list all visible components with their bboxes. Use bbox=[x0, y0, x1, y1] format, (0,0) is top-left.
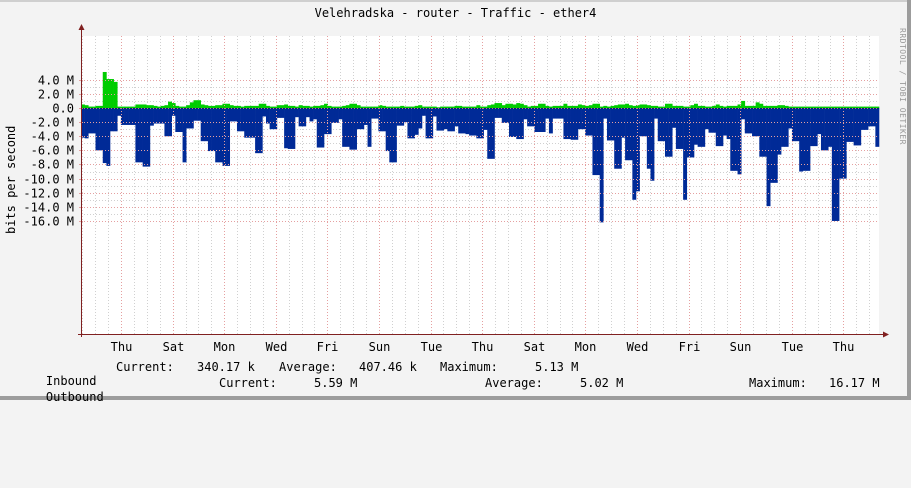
inbound-maximum-label: Maximum: bbox=[440, 360, 498, 374]
outbound-legend-entry: Outbound bbox=[17, 376, 104, 418]
y-tick-label: -14.0 M bbox=[23, 201, 74, 215]
y-tick-label: 0.0 bbox=[52, 102, 74, 116]
inbound-legend-entry: Inbound bbox=[17, 360, 97, 402]
outbound-label: Outbound bbox=[45, 390, 104, 404]
inbound-current-label: Current: bbox=[116, 360, 174, 374]
plot-area bbox=[81, 36, 879, 334]
inbound-label: Inbound bbox=[45, 374, 97, 388]
x-tick-label: Fri bbox=[679, 340, 701, 354]
rrdtool-watermark: RRDTOOL / TOBI OETIKER bbox=[898, 28, 907, 145]
legend-row-outbound: Outbound Current: 5.59 M Average: 5.02 M… bbox=[17, 376, 880, 404]
x-tick-label: Sun bbox=[730, 340, 752, 354]
x-tick-label: Tue bbox=[421, 340, 443, 354]
y-axis-arrow-icon bbox=[78, 24, 85, 30]
x-tick-label: Mon bbox=[214, 340, 236, 354]
y-tick-label: 4.0 M bbox=[38, 74, 74, 88]
y-tick-label: -10.0 M bbox=[23, 173, 74, 187]
inbound-maximum-value: 5.13 M bbox=[535, 360, 579, 374]
x-tick-label: Sat bbox=[163, 340, 185, 354]
outbound-average-label: Average: bbox=[485, 376, 543, 390]
x-tick-label: Thu bbox=[833, 340, 855, 354]
outbound-maximum-value: 16.17 M bbox=[829, 376, 880, 390]
outbound-current-value: 5.59 M bbox=[314, 376, 358, 390]
inbound-average-value: 407.46 k bbox=[359, 360, 417, 374]
inbound-current-value: 340.17 k bbox=[197, 360, 255, 374]
outbound-average-value: 5.02 M bbox=[580, 376, 624, 390]
inbound-average-label: Average: bbox=[279, 360, 337, 374]
y-tick-label: -16.0 M bbox=[23, 215, 74, 229]
outbound-maximum-label: Maximum: bbox=[749, 376, 807, 390]
x-tick-label: Mon bbox=[575, 340, 597, 354]
x-tick-label: Sun bbox=[369, 340, 391, 354]
traffic-chart: 4.0 M2.0 M0.0-2.0 M-4.0 M-6.0 M-8.0 M-10… bbox=[23, 24, 889, 354]
y-tick-label: -12.0 M bbox=[23, 187, 74, 201]
x-tick-label: Tue bbox=[782, 340, 804, 354]
x-tick-label: Wed bbox=[266, 340, 288, 354]
graph-title: Velehradska - router - Traffic - ether4 bbox=[314, 6, 597, 20]
x-tick-label: Wed bbox=[627, 340, 649, 354]
x-tick-label: Thu bbox=[111, 340, 133, 354]
y-tick-label: -6.0 M bbox=[31, 144, 74, 158]
x-tick-label: Thu bbox=[472, 340, 494, 354]
outbound-current-label: Current: bbox=[219, 376, 277, 390]
y-tick-label: 2.0 M bbox=[38, 88, 74, 102]
y-tick-label: -4.0 M bbox=[31, 130, 74, 144]
y-tick-label: -2.0 M bbox=[31, 116, 74, 130]
x-tick-label: Fri bbox=[317, 340, 339, 354]
y-tick-label: -8.0 M bbox=[31, 158, 74, 172]
legend-row-inbound: Inbound Current: 340.17 k Average: 407.4… bbox=[17, 360, 578, 388]
x-tick-label: Sat bbox=[524, 340, 546, 354]
x-axis-arrow-icon bbox=[883, 331, 889, 338]
